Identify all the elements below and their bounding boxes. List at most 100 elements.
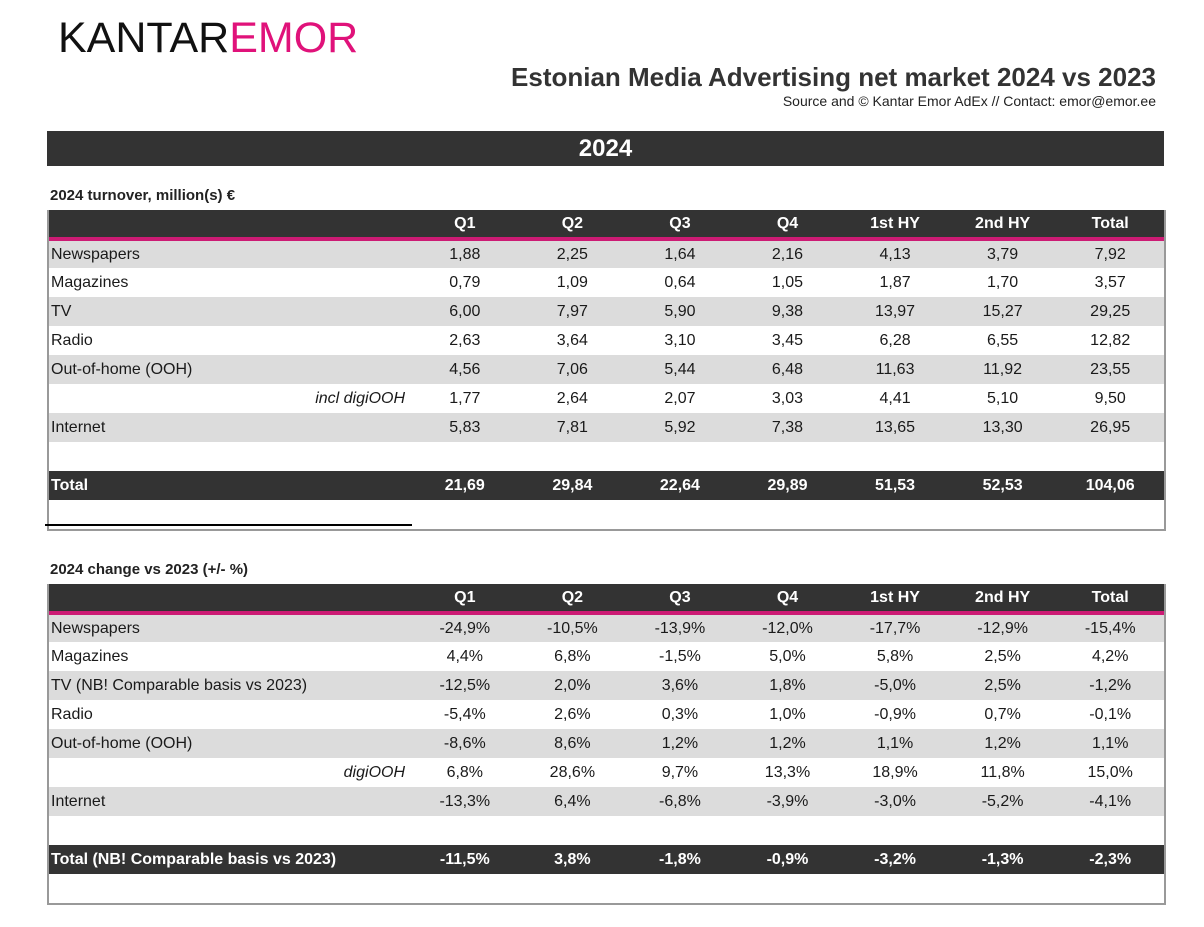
total-cell: -1,8% xyxy=(659,850,701,868)
table-cell: -5,2% xyxy=(981,792,1024,810)
table-row: TV (NB! Comparable basis vs 2023) -12,5% 2… xyxy=(49,671,1164,700)
table-cell: 0,64 xyxy=(664,273,696,291)
column-header xyxy=(49,584,412,615)
column-header xyxy=(49,210,412,241)
column-header: 1st HY xyxy=(841,210,949,241)
blank-row xyxy=(49,816,1164,845)
table-cell: 5,10 xyxy=(987,389,1019,407)
table-cell: 2,6% xyxy=(554,705,591,723)
table-cell: 1,1% xyxy=(876,734,914,752)
table-cell: 7,81 xyxy=(556,418,588,436)
total-cell: -1,3% xyxy=(981,850,1024,868)
table-cell: 11,63 xyxy=(875,360,915,378)
table-cell: 2,25 xyxy=(556,245,588,263)
column-header: Total xyxy=(1056,584,1164,615)
table-cell: 4,2% xyxy=(1091,647,1129,665)
table-cell: 2,16 xyxy=(771,245,804,263)
table-cell: 5,83 xyxy=(449,418,481,436)
table-cell: 3,03 xyxy=(771,389,804,407)
row-label: Magazines xyxy=(51,273,129,291)
total-label: Total xyxy=(51,476,89,494)
table-cell: -3,0% xyxy=(874,792,916,810)
table-cell: 5,0% xyxy=(769,647,806,665)
table-cell: 23,55 xyxy=(1090,360,1131,378)
table-cell: 3,64 xyxy=(556,331,588,349)
table-cell: 4,56 xyxy=(449,360,481,378)
table-cell: 3,6% xyxy=(661,676,699,694)
total-cell: -2,3% xyxy=(1089,850,1132,868)
table-cell: -24,9% xyxy=(439,619,491,637)
column-header: 2nd HY xyxy=(948,210,1057,241)
table-cell: 2,5% xyxy=(984,647,1021,665)
table-cell: -1,5% xyxy=(659,647,701,665)
table-cell: 12,82 xyxy=(1090,331,1131,349)
table-cell: 1,0% xyxy=(769,705,806,723)
table-cell: 6,8% xyxy=(554,647,591,665)
change-section-label: 2024 change vs 2023 (+/- %) xyxy=(50,561,249,578)
table-cell: 7,06 xyxy=(556,360,588,378)
table-cell: 4,41 xyxy=(879,389,911,407)
table-cell: 15,27 xyxy=(982,302,1023,320)
total-label: Total (NB! Comparable basis vs 2023) xyxy=(51,850,337,868)
table-cell: 13,97 xyxy=(875,302,916,320)
turnover-grid: Q1 Q2 Q3 Q4 1st HY 2nd HY Total Newspapers 1,88 2… xyxy=(49,210,1164,529)
table-cell: 1,77 xyxy=(449,389,481,407)
spacer-row xyxy=(49,874,1164,903)
table-cell: 6,4% xyxy=(554,792,591,810)
table-cell: 8,6% xyxy=(554,734,591,752)
row-label: Newspapers xyxy=(51,245,140,263)
table-cell: -17,7% xyxy=(869,619,921,637)
total-cell: 52,53 xyxy=(982,476,1023,494)
table-row: Radio 2,63 3,64 3,10 3,45 6,28 6,55 12,82 xyxy=(49,326,1164,355)
table-cell: -15,4% xyxy=(1084,619,1136,637)
total-cell: 3,8% xyxy=(554,850,591,868)
table-cell: 5,92 xyxy=(664,418,696,436)
row-label: Radio xyxy=(51,705,93,723)
table-cell: 13,30 xyxy=(982,418,1023,436)
table-cell: 7,92 xyxy=(1094,245,1126,263)
table-cell: 6,55 xyxy=(987,331,1019,349)
table-cell: 1,64 xyxy=(664,245,696,263)
table-cell: 1,87 xyxy=(879,273,911,291)
table-cell: 11,92 xyxy=(983,360,1023,378)
row-label: Internet xyxy=(51,418,106,436)
table-row: Radio -5,4% 2,6% 0,3% 1,0% -0,9% 0,7% -0,1% xyxy=(49,700,1164,729)
row-label: Radio xyxy=(51,331,93,349)
table-cell: -12,9% xyxy=(977,619,1028,637)
total-cell: 21,69 xyxy=(444,476,485,494)
source-line: Source and © Kantar Emor AdEx // Contact… xyxy=(782,93,1156,109)
header-row: Q1 Q2 Q3 Q4 1st HY 2nd HY Total xyxy=(49,210,1164,241)
table-cell: 5,8% xyxy=(876,647,914,665)
total-row: Total 21,69 29,84 22,64 29,89 51,53 52,53 104,0… xyxy=(49,471,1164,500)
table-cell: 1,2% xyxy=(661,734,699,752)
table-cell: -6,8% xyxy=(659,792,701,810)
table-row: digiOOH 6,8% 28,6% 9,7% 13,3% 18,9% 11,8% 15,0% xyxy=(49,758,1164,787)
table-cell: -8,6% xyxy=(443,734,486,752)
table-cell: -12,5% xyxy=(439,676,491,694)
table-cell: 0,3% xyxy=(661,705,699,723)
total-cell: -11,5% xyxy=(439,850,490,868)
column-header: Q2 xyxy=(518,584,627,615)
table-cell: -3,9% xyxy=(766,792,809,810)
year-banner: 2024 xyxy=(47,131,1164,166)
header-row: Q1 Q2 Q3 Q4 1st HY 2nd HY Total xyxy=(49,584,1164,615)
table-cell: 6,28 xyxy=(879,331,911,349)
turnover-section-label: 2024 turnover, million(s) € xyxy=(50,187,236,204)
row-label: TV (NB! Comparable basis vs 2023) xyxy=(51,676,308,694)
table-cell: 1,2% xyxy=(769,734,806,752)
table-cell: 3,10 xyxy=(664,331,696,349)
column-header: Total xyxy=(1056,210,1164,241)
table-row: Newspapers 1,88 2,25 1,64 2,16 4,13 3,79 7,92 xyxy=(49,239,1164,268)
table-cell: 7,97 xyxy=(556,302,588,320)
column-header: Q3 xyxy=(626,210,734,241)
total-cell: -0,9% xyxy=(766,850,809,868)
table-row: Newspapers -24,9% -10,5% -13,9% -12,0% -17,7%… xyxy=(49,613,1164,642)
table-cell: 6,8% xyxy=(446,763,484,781)
table-cell: 5,90 xyxy=(664,302,696,320)
total-cell: 29,89 xyxy=(767,476,808,494)
column-header: Q1 xyxy=(411,210,519,241)
column-header: Q3 xyxy=(626,584,734,615)
table-cell: 4,13 xyxy=(879,245,911,263)
table-cell: 9,7% xyxy=(661,763,699,781)
table-cell: 2,5% xyxy=(984,676,1021,694)
